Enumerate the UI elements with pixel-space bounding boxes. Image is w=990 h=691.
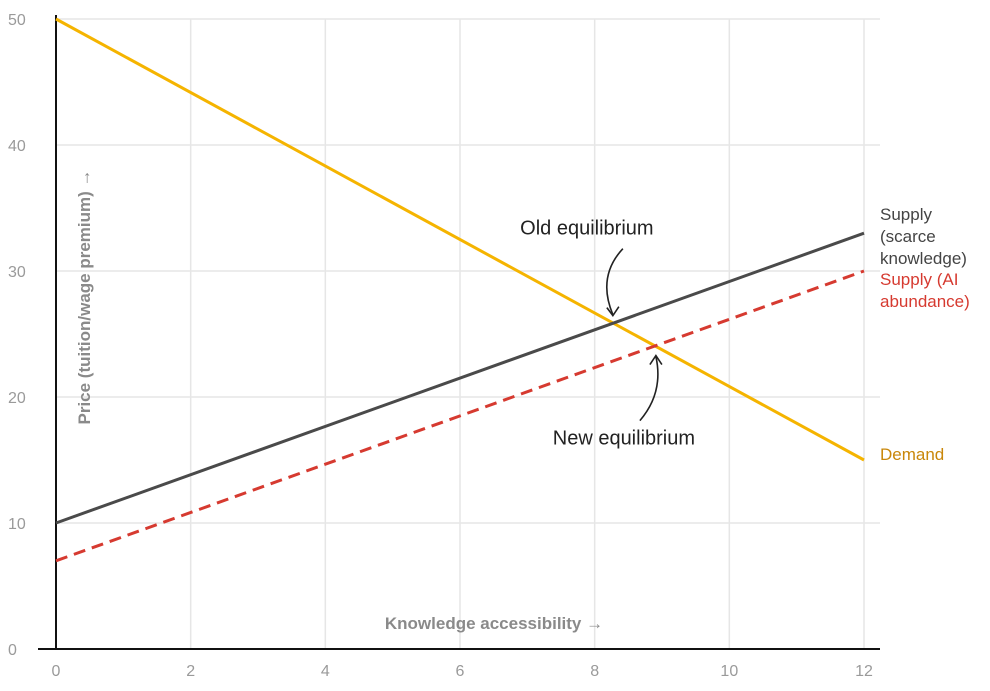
x-tick-label: 0	[52, 663, 61, 680]
series-label-0: Demand	[880, 445, 944, 464]
y-tick-label: 10	[8, 516, 26, 533]
y-axis-title: Price (tuition/wage premium) →	[75, 169, 94, 424]
x-tick-label: 12	[855, 663, 873, 680]
series: Demand Supply (scarce knowledge)Supply (AI a…	[55, 17, 970, 563]
grid	[56, 18, 880, 649]
x-tick-label: 6	[456, 663, 465, 680]
x-tick-label: 4	[321, 663, 330, 680]
x-tick-label: 8	[590, 663, 599, 680]
arrowhead-old-equilibrium	[606, 306, 620, 318]
annotations: Old equilibrium New equilibrium	[520, 218, 695, 450]
y-tick-label: 50	[8, 12, 26, 29]
annotation-new-equilibrium: New equilibrium	[553, 428, 695, 450]
x-axis-title: Knowledge accessibility →	[385, 614, 603, 633]
arrowhead-new-equilibrium	[649, 354, 663, 366]
series-line-1	[55, 231, 865, 525]
axes	[38, 15, 880, 650]
series-line-0	[55, 17, 865, 462]
arrow-new-equilibrium	[639, 356, 659, 422]
x-tick-label: 10	[720, 663, 738, 680]
tick-labels: 0 2 4 6 8 10 12 0 10 20 30 40 50	[8, 12, 873, 680]
series-line-2	[55, 269, 865, 563]
series-label-1: Supply (scarce knowledge)	[880, 205, 967, 268]
annotation-old-equilibrium: Old equilibrium	[520, 218, 653, 240]
y-tick-label: 20	[8, 390, 26, 407]
series-label-2: Supply (AI abundance)	[880, 270, 970, 311]
y-tick-label: 30	[8, 264, 26, 281]
arrow-old-equilibrium	[606, 248, 624, 315]
x-tick-label: 2	[186, 663, 195, 680]
y-tick-label: 40	[8, 138, 26, 155]
y-tick-label: 0	[8, 642, 17, 659]
